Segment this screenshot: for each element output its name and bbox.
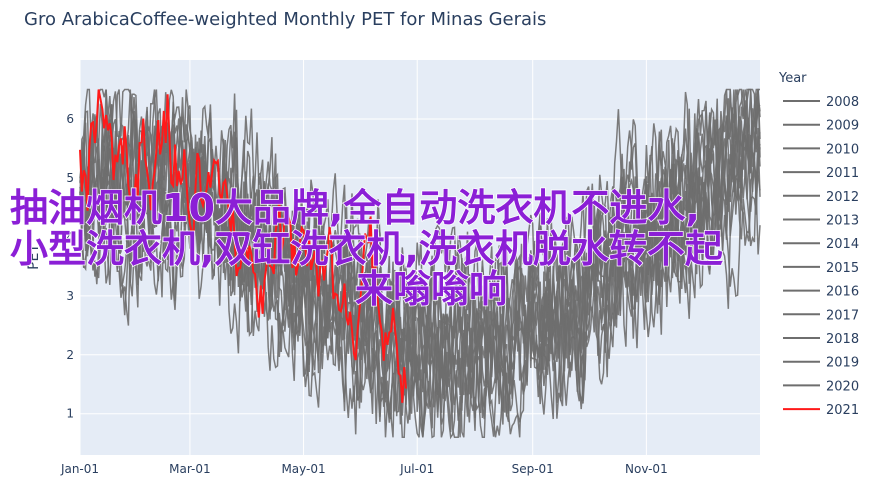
legend-item-2021[interactable]: 2021	[783, 403, 859, 418]
y-tick-label: 1	[66, 407, 74, 421]
legend-label: 2019	[826, 356, 859, 371]
series-line-2019	[79, 89, 761, 425]
series-line-2018	[79, 88, 761, 414]
legend-item-2011[interactable]: 2011	[783, 166, 859, 181]
y-tick-label: 3	[66, 289, 74, 303]
legend-label: 2016	[826, 285, 859, 300]
overlay-line-1: 抽油烟机10大品牌,全自动洗衣机不进水,	[10, 186, 700, 230]
legend-label: 2010	[826, 142, 859, 157]
y-axis-ticks: 1 2 3 4 5 6	[66, 112, 74, 421]
legend-label: 2021	[826, 403, 859, 418]
legend-label: 2015	[826, 261, 859, 276]
x-tick-label: Sep-01	[512, 462, 554, 476]
legend-title: Year	[778, 71, 807, 86]
legend-item-2020[interactable]: 2020	[783, 379, 859, 394]
x-tick-label: Jul-01	[399, 462, 434, 476]
x-tick-label: May-01	[281, 462, 325, 476]
legend-item-2015[interactable]: 2015	[783, 261, 859, 276]
chart-title: Gro ArabicaCoffee-weighted Monthly PET f…	[24, 9, 546, 30]
overlay-line-2: 小型洗衣机,双缸洗衣机,洗衣机脱水转不起	[10, 227, 724, 271]
legend-item-2012[interactable]: 2012	[783, 190, 859, 205]
legend-item-2010[interactable]: 2010	[783, 142, 859, 157]
legend-item-2008[interactable]: 2008	[783, 95, 859, 110]
legend-label: 2014	[826, 237, 859, 252]
y-tick-label: 5	[66, 171, 74, 185]
series-line-2017	[79, 88, 761, 439]
legend-label: 2020	[826, 379, 859, 394]
x-axis-ticks: Jan-01 Mar-01 May-01 Jul-01 Sep-01 Nov-01	[60, 462, 668, 476]
legend-item-2014[interactable]: 2014	[783, 237, 859, 252]
legend-item-2019[interactable]: 2019	[783, 356, 859, 371]
legend-label: 2012	[826, 190, 859, 205]
legend-label: 2013	[826, 214, 859, 229]
legend-label: 2017	[826, 308, 859, 323]
overlay-line-3: 来嗡嗡响	[355, 267, 507, 311]
overlay-text: 抽油烟机10大品牌,全自动洗衣机不进水, 小型洗衣机,双缸洗衣机,洗衣机脱水转不…	[9, 185, 724, 312]
legend-item-2018[interactable]: 2018	[783, 332, 859, 347]
legend-label: 2008	[826, 95, 859, 110]
x-tick-label: Nov-01	[625, 462, 668, 476]
y-tick-label: 2	[66, 348, 74, 362]
series-line-2020	[79, 88, 761, 438]
x-tick-label: Mar-01	[169, 462, 210, 476]
legend-label: 2011	[826, 166, 859, 181]
legend-label: 2009	[826, 119, 859, 134]
y-tick-label: 6	[66, 112, 74, 126]
x-tick-label: Jan-01	[60, 462, 99, 476]
y-axis-title: PET	[26, 244, 42, 270]
legend-item-2017[interactable]: 2017	[783, 308, 859, 323]
legend-item-2016[interactable]: 2016	[783, 285, 859, 300]
series-lines	[79, 88, 761, 440]
legend[interactable]: 2008 2009 2010 2011 2012 2013 2014 2015 2016 2017…	[783, 95, 859, 418]
legend-label: 2018	[826, 332, 859, 347]
series-line-2021	[79, 89, 407, 403]
legend-item-2009[interactable]: 2009	[783, 119, 859, 134]
legend-item-2013[interactable]: 2013	[783, 214, 859, 229]
y-tick-label: 4	[66, 230, 74, 244]
